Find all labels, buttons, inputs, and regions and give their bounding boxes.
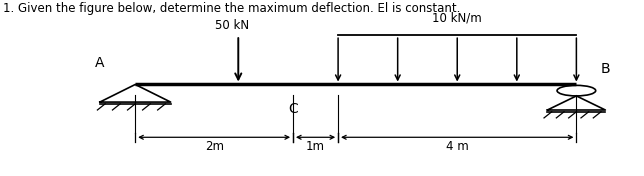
Text: 10 kN/m: 10 kN/m	[432, 12, 482, 25]
Text: 1m: 1m	[306, 140, 325, 153]
Text: 50 kN: 50 kN	[215, 19, 249, 32]
Text: 2m: 2m	[205, 140, 223, 153]
Text: C: C	[288, 102, 298, 116]
Text: 1. Given the figure below, determine the maximum deflection. El is constant.: 1. Given the figure below, determine the…	[3, 2, 460, 15]
Text: A: A	[95, 56, 104, 70]
Text: 4 m: 4 m	[446, 140, 469, 153]
Text: B: B	[601, 62, 610, 76]
